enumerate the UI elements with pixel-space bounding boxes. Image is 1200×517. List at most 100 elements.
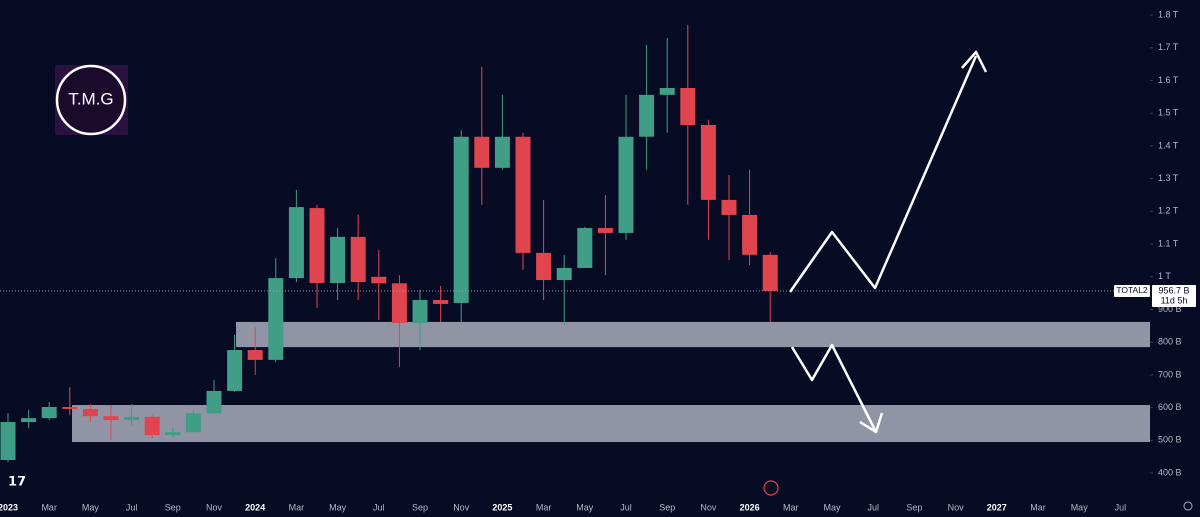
x-tick-label: Mar	[289, 502, 305, 512]
y-tick-label: 1.5 T	[1158, 108, 1179, 118]
candle-body	[371, 276, 387, 284]
countdown-label: 11d 5h	[1161, 295, 1188, 305]
candle-body	[288, 207, 304, 279]
y-tick-label: 700 B	[1158, 369, 1182, 379]
bear-arrowhead	[859, 412, 884, 434]
x-tick-label: 2023	[0, 502, 18, 512]
y-tick-label: 1.6 T	[1158, 75, 1179, 85]
candle-body	[62, 406, 78, 409]
x-tick-label: Nov	[453, 502, 470, 512]
candle-body	[556, 267, 572, 281]
candle-body	[494, 136, 510, 168]
event-icon	[763, 480, 779, 496]
candle-body	[742, 214, 758, 255]
candle-body	[206, 390, 222, 414]
x-tick-label: Mar	[536, 502, 552, 512]
y-tick-label: 1.8 T	[1158, 9, 1179, 19]
x-tick-label: Jul	[620, 502, 632, 512]
x-tick-label: May	[823, 502, 841, 512]
y-tick-label: 1.3 T	[1158, 173, 1179, 183]
candle-body	[659, 88, 675, 95]
candle-body	[577, 228, 593, 268]
y-tick-label: 900 B	[1158, 304, 1182, 314]
candle-body	[124, 416, 140, 421]
candle-body	[350, 236, 366, 283]
price-badge	[1152, 284, 1196, 307]
candle-body	[144, 416, 160, 436]
projection-arrows	[788, 50, 988, 434]
y-tick-label: 1 T	[1158, 271, 1171, 281]
logo-text: T.M.G	[68, 89, 113, 108]
x-tick-label: Nov	[206, 502, 223, 512]
candle-body	[453, 136, 469, 303]
x-tick-label: 2026	[740, 502, 760, 512]
x-tick-label: Jul	[126, 502, 138, 512]
candle-body	[309, 208, 325, 283]
x-tick-label: Sep	[906, 502, 922, 512]
x-tick-label: May	[576, 502, 594, 512]
y-tick-label: 500 B	[1158, 435, 1182, 445]
candle-body	[268, 278, 284, 360]
bull-arrowhead	[961, 50, 988, 73]
y-tick-label: 1.1 T	[1158, 238, 1179, 248]
candle-body	[41, 406, 57, 419]
x-tick-label: May	[329, 502, 347, 512]
candle-body	[536, 252, 552, 281]
settings-icon[interactable]	[1183, 501, 1193, 511]
x-tick-label: May	[1071, 502, 1089, 512]
x-tick-label: Jul	[867, 502, 879, 512]
x-tick-label: Sep	[659, 502, 675, 512]
candle-body	[474, 136, 490, 168]
candle-body	[515, 136, 531, 253]
y-tick-label: 1.4 T	[1158, 140, 1179, 150]
y-tick-label: 1.7 T	[1158, 42, 1179, 52]
x-tick-label: Mar	[41, 502, 57, 512]
candle-body	[82, 408, 98, 417]
candle-body	[618, 136, 634, 233]
candle-body	[762, 254, 778, 291]
logo: T.M.G	[55, 64, 128, 136]
candle-body	[700, 124, 716, 200]
bull-path	[788, 55, 978, 293]
candle-body	[391, 283, 407, 323]
y-tick-label: 1.2 T	[1158, 206, 1179, 216]
candle-body	[412, 300, 428, 323]
candle-body	[680, 88, 696, 125]
tv-mark: 𝟭𝟳	[8, 473, 26, 488]
candle-body	[103, 416, 119, 421]
bear-path	[790, 343, 877, 431]
candle-body	[247, 350, 263, 360]
candle-body	[597, 228, 613, 233]
zone	[236, 321, 1150, 348]
zones	[72, 321, 1150, 442]
x-tick-label: 2025	[492, 502, 512, 512]
candle-body	[227, 350, 243, 391]
y-tick-label: 800 B	[1158, 337, 1182, 347]
y-tick-label: 600 B	[1158, 402, 1182, 412]
tv-logo: 𝟭𝟳	[8, 473, 26, 488]
candle-body	[165, 432, 181, 436]
zone	[72, 405, 1150, 442]
price-label: 956.7 B	[1158, 285, 1189, 295]
candle-body	[0, 422, 16, 460]
x-tick-label: Sep	[412, 502, 428, 512]
x-tick-label: Sep	[165, 502, 181, 512]
candle-body	[639, 94, 655, 137]
candle-body	[721, 199, 737, 215]
x-tick-label: Mar	[783, 502, 799, 512]
x-tick-label: Jul	[1115, 502, 1127, 512]
x-tick-label: May	[82, 502, 100, 512]
candles	[0, 24, 778, 462]
y-tick-label: 400 B	[1158, 467, 1182, 477]
candle-body	[21, 418, 37, 423]
candle-body	[185, 413, 201, 433]
symbol-badge	[1114, 284, 1150, 297]
x-tick-label: Nov	[948, 502, 965, 512]
x-tick-label: 2027	[987, 502, 1007, 512]
symbol-label: TOTAL2	[1116, 285, 1148, 295]
x-tick-label: Nov	[700, 502, 717, 512]
candle-body	[330, 236, 346, 283]
candle-body	[433, 300, 449, 304]
